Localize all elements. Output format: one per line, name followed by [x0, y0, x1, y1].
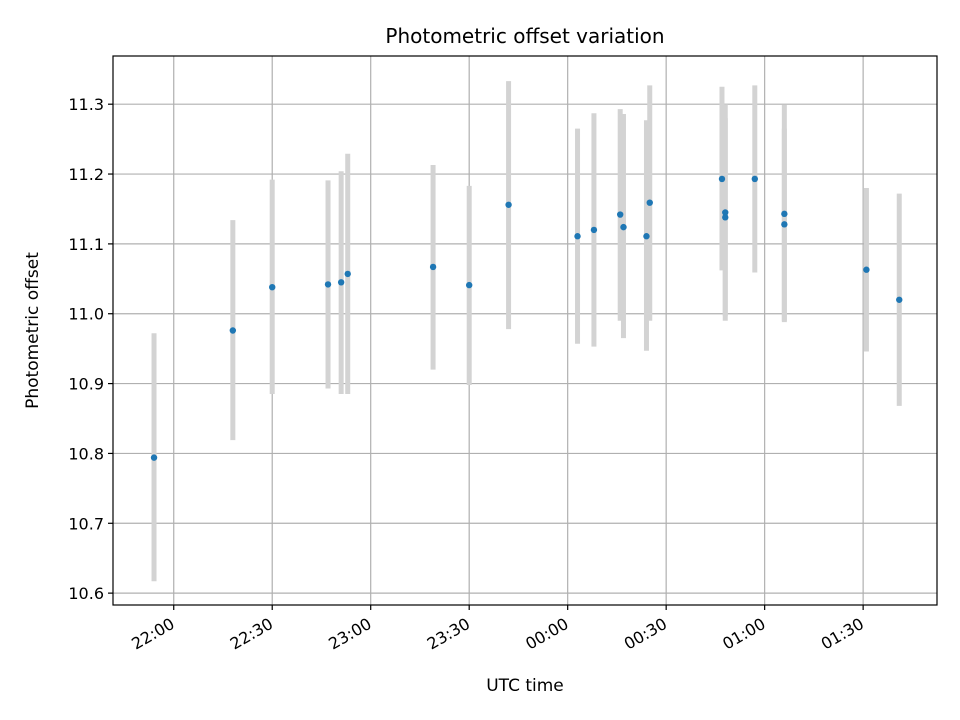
x-tick-label: 01:00	[719, 614, 768, 654]
data-point	[505, 201, 512, 208]
data-point	[344, 270, 351, 278]
data-point	[620, 223, 627, 231]
data-point	[269, 283, 276, 291]
x-tick-label: 23:30	[424, 614, 473, 654]
y-tick-label: 11.1	[68, 235, 104, 254]
x-tick-label: 22:30	[227, 614, 276, 654]
error-bars	[151, 81, 902, 582]
x-axis-ticks: 22:00 22:30 23:00 23:30 00:00 00:30 01:00 01:30	[128, 605, 867, 654]
data-point	[337, 279, 345, 286]
data-point	[863, 266, 870, 273]
y-tick-label: 10.6	[68, 584, 104, 603]
y-tick-label: 11.3	[68, 95, 104, 114]
data-point	[781, 221, 788, 228]
x-tick-label: 01:30	[818, 614, 867, 654]
y-axis-ticks: 10.6 10.7 10.8 10.9 11.0 11.1 11.2 11.3	[68, 95, 113, 603]
data-point	[781, 210, 788, 218]
data-point	[617, 211, 624, 218]
y-tick-label: 10.7	[68, 514, 104, 533]
data-points	[150, 175, 903, 461]
data-point	[590, 226, 598, 234]
y-axis-title: Photometric offset	[23, 252, 43, 409]
x-tick-label: 22:00	[128, 614, 177, 654]
chart-title: Photometric offset variation	[385, 24, 664, 48]
plot-area-frame	[112, 55, 938, 606]
data-point	[465, 281, 473, 289]
x-tick-label: 00:00	[522, 614, 571, 654]
y-tick-label: 10.9	[68, 375, 104, 394]
x-tick-label: 23:00	[325, 614, 374, 654]
data-point	[643, 233, 650, 240]
data-point	[229, 327, 237, 334]
data-point	[896, 296, 903, 303]
x-tick-label: 00:30	[621, 614, 670, 654]
y-tick-label: 10.8	[68, 444, 104, 463]
y-tick-label: 11.0	[68, 305, 104, 324]
y-tick-label: 11.2	[68, 165, 104, 184]
data-point	[722, 214, 729, 221]
data-point	[722, 209, 729, 216]
x-axis-title: UTC time	[486, 676, 564, 696]
data-point	[150, 454, 158, 461]
data-point	[751, 175, 759, 183]
data-point	[324, 281, 332, 288]
data-point	[646, 199, 653, 206]
data-point	[429, 263, 437, 271]
data-point	[574, 233, 581, 240]
data-point	[718, 175, 726, 183]
grid	[113, 56, 937, 605]
